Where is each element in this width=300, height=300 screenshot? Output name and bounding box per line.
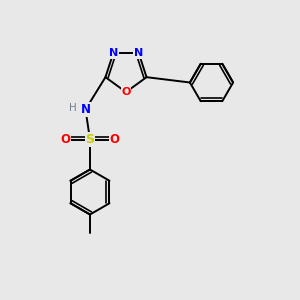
Text: N: N <box>109 48 118 58</box>
Text: H: H <box>69 103 77 113</box>
Text: S: S <box>85 133 94 146</box>
Text: O: O <box>60 133 70 146</box>
Text: O: O <box>110 133 120 146</box>
Text: N: N <box>80 103 91 116</box>
Text: N: N <box>134 48 143 58</box>
Text: O: O <box>121 87 131 97</box>
